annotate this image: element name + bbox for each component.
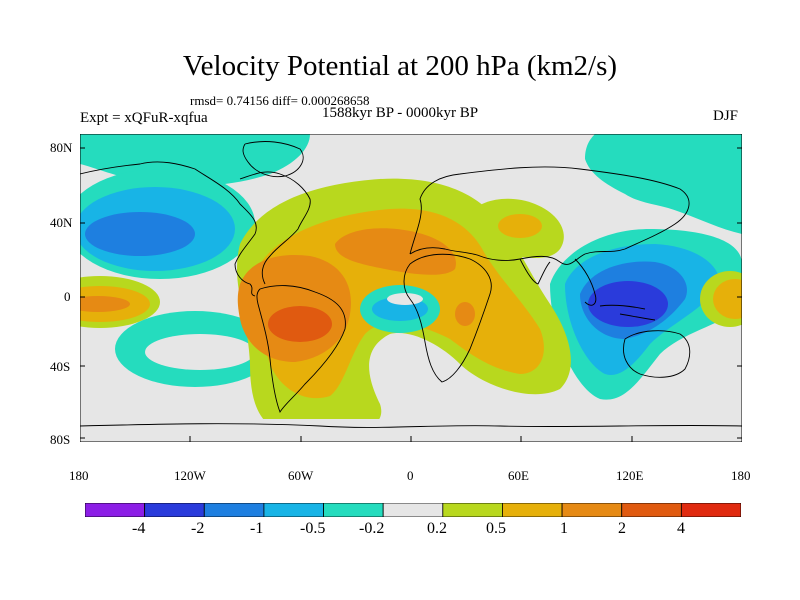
colorbar-box-8 <box>502 503 563 517</box>
colorbar-label-8: 1 <box>560 520 568 537</box>
contour-cpac-orange <box>80 296 130 312</box>
contour-npac-blue <box>85 212 195 256</box>
contour-eqatl-gray <box>387 293 423 305</box>
colorbar-box-4 <box>263 503 324 517</box>
stats-label: rmsd= 0.74156 diff= 0.000268658 <box>190 93 370 108</box>
colorbar-label-2: -2 <box>191 520 205 537</box>
colorbar-label-7: 0.5 <box>486 520 506 537</box>
colorbar-box-5 <box>323 503 384 517</box>
lon-label-180-right: 180 <box>731 468 751 483</box>
lon-label-180-left: 180 <box>69 468 89 483</box>
coast-africa <box>403 253 492 383</box>
colorbar-label-1: -4 <box>132 520 146 537</box>
lon-label-120e: 120E <box>616 468 644 483</box>
colorbar-label-10: 4 <box>677 520 685 537</box>
experiment-label: Expt = xQFuR-xqfua <box>80 110 208 126</box>
coast-indochina <box>574 258 597 306</box>
lat-label-40s: 40S <box>50 359 71 374</box>
lon-label-60w: 60W <box>288 468 314 483</box>
period-label: 1588kyr BP - 0000kyr BP <box>322 105 479 121</box>
colorbar-box-2 <box>144 503 205 517</box>
colorbar-label-5: -0.2 <box>359 520 385 537</box>
coast-greenland <box>242 141 304 178</box>
colorbar-label-3: -1 <box>250 520 264 537</box>
colorbar-box-3 <box>203 503 265 517</box>
coast-eurasia <box>409 166 690 265</box>
coast-indonesia <box>599 304 656 321</box>
colorbar-box-6 <box>382 503 444 517</box>
coast-antarctica <box>80 423 742 428</box>
lon-ticks <box>189 436 633 442</box>
colorbar-box-11 <box>680 503 741 517</box>
lon-label-0: 0 <box>407 468 414 483</box>
contour-epac-yellow <box>713 279 742 319</box>
contour-africa-orange <box>455 302 475 326</box>
colorbar-box-1 <box>85 503 146 517</box>
lon-label-120w: 120W <box>174 468 206 483</box>
season-label: DJF <box>712 108 738 124</box>
contour-natl-orange <box>335 228 456 275</box>
coastlines <box>80 141 742 428</box>
colorbar-box-10 <box>621 503 682 517</box>
lat-ticks <box>80 147 742 439</box>
contour-arctic-cyan <box>80 134 742 229</box>
colorbar <box>85 503 741 517</box>
map-panel <box>80 134 742 442</box>
colorbar-label-6: 0.2 <box>427 520 447 537</box>
coast-north-america-east <box>239 171 311 285</box>
contour-field <box>80 134 742 442</box>
contour-spac-gray <box>145 334 255 370</box>
colorbar-label-4: -0.5 <box>300 520 326 537</box>
contour-antarctic-gray <box>80 419 742 442</box>
coast-north-america <box>80 161 257 297</box>
colorbar-box-9 <box>561 503 623 517</box>
colorbar-box-7 <box>442 503 503 517</box>
lat-label-0: 0 <box>64 289 71 304</box>
contour-asia-yellow <box>498 214 542 238</box>
lat-label-80n: 80N <box>50 140 73 155</box>
lat-label-80s: 80S <box>50 432 71 447</box>
coast-india <box>519 258 551 285</box>
coast-south-america <box>256 285 346 414</box>
figure-title: Velocity Potential at 200 hPa (km2/s) <box>182 50 618 82</box>
coast-australia <box>623 330 691 378</box>
contour-sam-red <box>268 306 332 342</box>
contour-ne-cyan <box>585 134 742 234</box>
contour-wpac-darkblue <box>588 281 668 327</box>
lon-label-60e: 60E <box>508 468 529 483</box>
lat-label-40n: 40N <box>50 215 73 230</box>
colorbar-label-9: 2 <box>618 520 626 537</box>
